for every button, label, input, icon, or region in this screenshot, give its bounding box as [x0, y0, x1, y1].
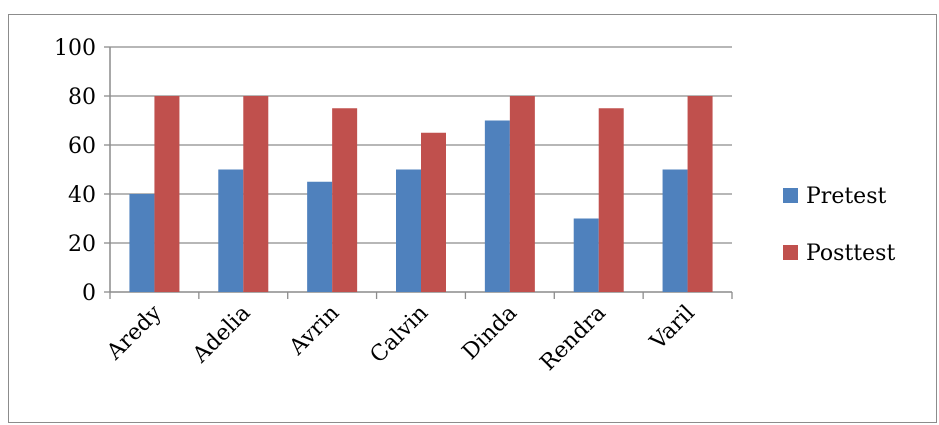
- legend-swatch-pretest: [783, 188, 798, 203]
- bar-posttest-avrin: [332, 108, 358, 292]
- x-tick-label: Rendra: [536, 301, 611, 376]
- bar-posttest-varil: [687, 96, 713, 292]
- y-tick-label: 80: [68, 85, 96, 110]
- bars: [129, 96, 713, 292]
- legend-label-posttest: Posttest: [806, 241, 895, 266]
- legend-label-pretest: Pretest: [806, 184, 886, 209]
- bar-pretest-adelia: [218, 169, 244, 292]
- bar-posttest-adelia: [243, 96, 269, 292]
- bar-pretest-varil: [662, 169, 688, 292]
- bar-pretest-calvin: [396, 169, 421, 292]
- legend-swatch-posttest: [783, 245, 798, 260]
- bar-posttest-dinda: [509, 96, 535, 292]
- x-tick-label: Calvin: [366, 301, 434, 369]
- y-tick-label: 100: [54, 36, 96, 61]
- x-tick-label: Varil: [645, 301, 700, 356]
- y-tick-label: 40: [68, 183, 96, 208]
- bar-pretest-dinda: [484, 120, 510, 292]
- y-tick-label: 20: [68, 232, 96, 257]
- x-tick-label: Dinda: [458, 301, 522, 365]
- y-tick-labels: 0 20 40 60 80 100: [54, 36, 96, 306]
- y-tick-label: 60: [68, 134, 96, 159]
- bar-posttest-calvin: [421, 132, 446, 292]
- bar-pretest-rendra: [573, 218, 599, 292]
- legend: Pretest Posttest: [783, 184, 895, 266]
- x-tick-label: Aredy: [102, 300, 167, 365]
- bar-pretest-avrin: [307, 181, 333, 292]
- bar-posttest-aredy: [154, 96, 180, 292]
- bar-pretest-aredy: [129, 194, 155, 292]
- x-tick-label: Avrin: [284, 301, 344, 361]
- y-tick-label: 0: [82, 281, 96, 306]
- x-tick-label: Adelia: [188, 301, 256, 369]
- bar-posttest-rendra: [598, 108, 624, 292]
- x-tick-labels: Aredy Adelia Avrin Calvin Dinda Rendra Varil: [102, 300, 700, 376]
